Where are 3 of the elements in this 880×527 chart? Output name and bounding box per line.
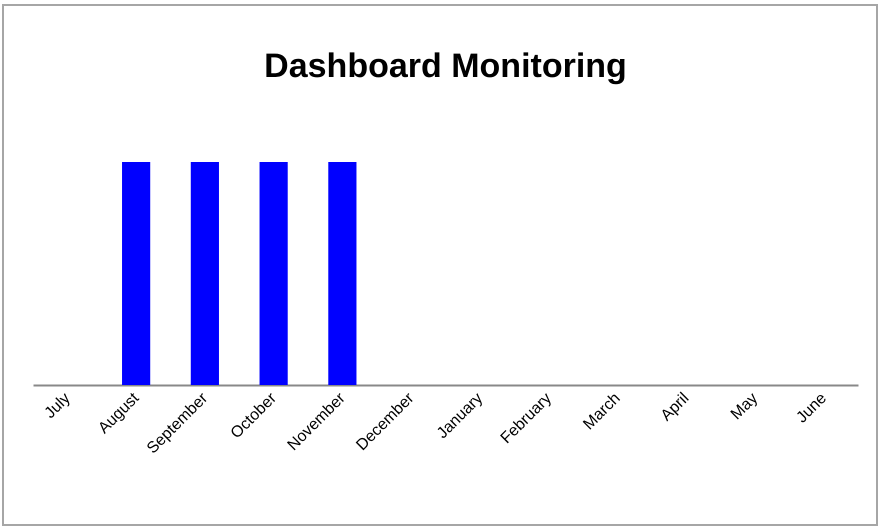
x-tick-label: July xyxy=(42,390,74,422)
chart-title: Dashboard Monitoring xyxy=(264,47,627,85)
x-tick-label: May xyxy=(728,390,762,424)
